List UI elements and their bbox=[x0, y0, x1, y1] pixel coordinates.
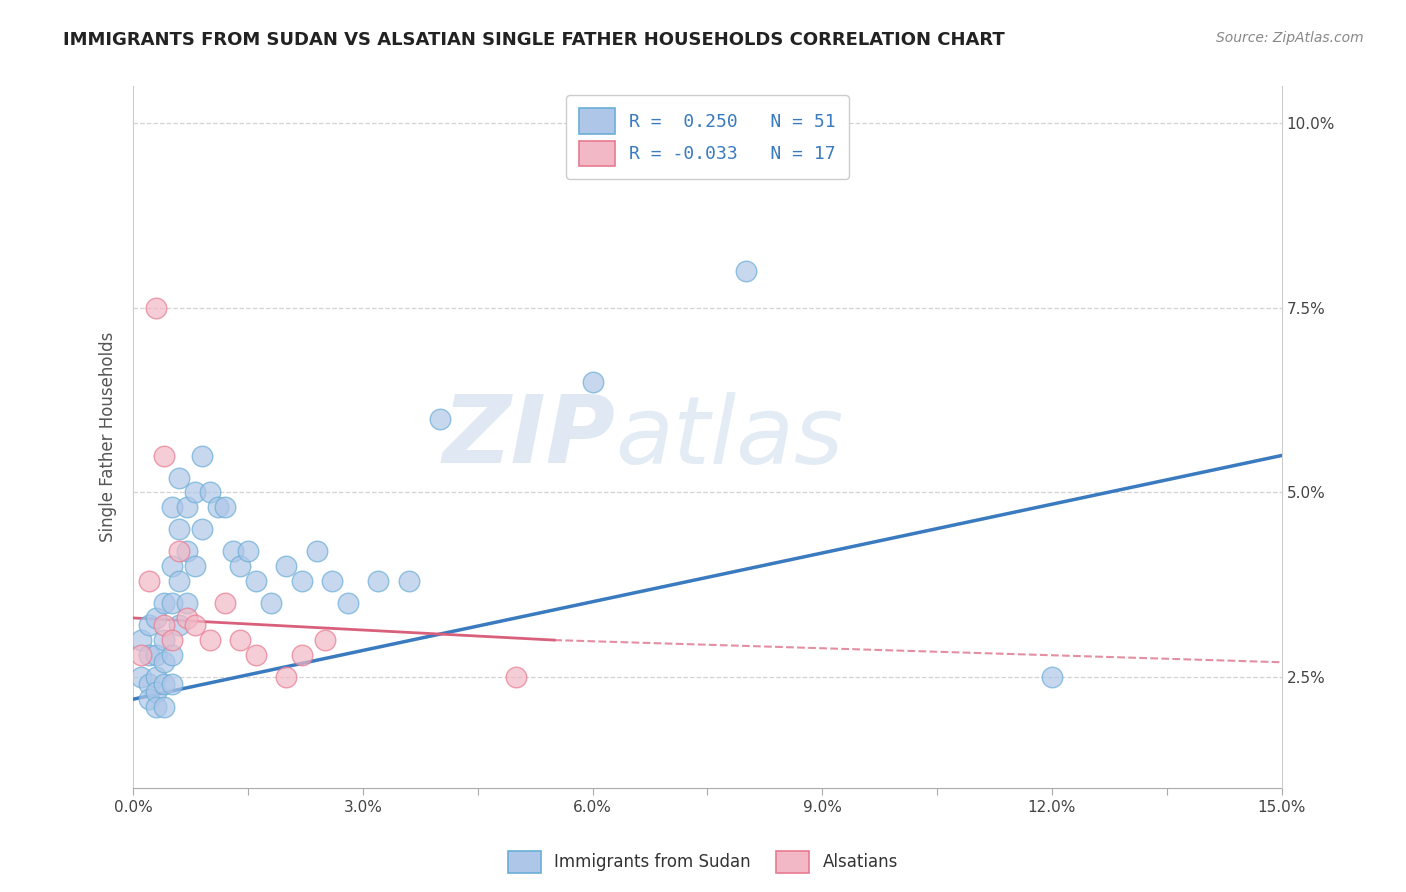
Point bbox=[314, 633, 336, 648]
Point bbox=[198, 485, 221, 500]
Point bbox=[138, 574, 160, 588]
Legend: Immigrants from Sudan, Alsatians: Immigrants from Sudan, Alsatians bbox=[501, 845, 905, 880]
Point bbox=[153, 618, 176, 632]
Point bbox=[160, 596, 183, 610]
Point bbox=[176, 611, 198, 625]
Point bbox=[160, 648, 183, 662]
Point bbox=[129, 633, 152, 648]
Point bbox=[176, 544, 198, 558]
Text: Source: ZipAtlas.com: Source: ZipAtlas.com bbox=[1216, 31, 1364, 45]
Text: ZIP: ZIP bbox=[443, 391, 616, 483]
Point bbox=[191, 522, 214, 536]
Text: IMMIGRANTS FROM SUDAN VS ALSATIAN SINGLE FATHER HOUSEHOLDS CORRELATION CHART: IMMIGRANTS FROM SUDAN VS ALSATIAN SINGLE… bbox=[63, 31, 1005, 49]
Point bbox=[176, 500, 198, 515]
Point bbox=[429, 411, 451, 425]
Point bbox=[214, 500, 236, 515]
Point bbox=[305, 544, 328, 558]
Point bbox=[191, 449, 214, 463]
Point bbox=[183, 559, 205, 574]
Point bbox=[160, 677, 183, 691]
Point bbox=[183, 618, 205, 632]
Point bbox=[1040, 670, 1063, 684]
Point bbox=[138, 648, 160, 662]
Point bbox=[167, 618, 190, 632]
Point bbox=[129, 670, 152, 684]
Point bbox=[321, 574, 343, 588]
Point bbox=[505, 670, 527, 684]
Point bbox=[229, 559, 252, 574]
Point bbox=[153, 677, 176, 691]
Point bbox=[138, 677, 160, 691]
Point bbox=[129, 648, 152, 662]
Point bbox=[581, 375, 603, 389]
Point bbox=[222, 544, 245, 558]
Point bbox=[167, 574, 190, 588]
Point bbox=[167, 470, 190, 484]
Point bbox=[276, 670, 298, 684]
Point bbox=[245, 574, 267, 588]
Point bbox=[229, 633, 252, 648]
Point bbox=[291, 648, 314, 662]
Point bbox=[153, 449, 176, 463]
Legend: R =  0.250   N = 51, R = -0.033   N = 17: R = 0.250 N = 51, R = -0.033 N = 17 bbox=[567, 95, 849, 179]
Y-axis label: Single Father Households: Single Father Households bbox=[100, 332, 117, 542]
Point bbox=[236, 544, 259, 558]
Point bbox=[207, 500, 229, 515]
Point bbox=[214, 596, 236, 610]
Point bbox=[198, 633, 221, 648]
Point bbox=[160, 500, 183, 515]
Point bbox=[167, 522, 190, 536]
Point bbox=[160, 559, 183, 574]
Point bbox=[367, 574, 389, 588]
Point bbox=[153, 655, 176, 669]
Point bbox=[138, 618, 160, 632]
Point bbox=[145, 648, 167, 662]
Point bbox=[145, 699, 167, 714]
Point bbox=[245, 648, 267, 662]
Point bbox=[176, 596, 198, 610]
Point bbox=[145, 611, 167, 625]
Point bbox=[160, 633, 183, 648]
Point bbox=[183, 485, 205, 500]
Text: atlas: atlas bbox=[616, 392, 844, 483]
Point bbox=[153, 699, 176, 714]
Point bbox=[291, 574, 314, 588]
Point bbox=[145, 670, 167, 684]
Point bbox=[260, 596, 283, 610]
Point bbox=[336, 596, 359, 610]
Point bbox=[145, 685, 167, 699]
Point bbox=[138, 692, 160, 706]
Point bbox=[145, 301, 167, 315]
Point bbox=[398, 574, 420, 588]
Point bbox=[167, 544, 190, 558]
Point bbox=[153, 596, 176, 610]
Point bbox=[734, 264, 756, 278]
Point bbox=[276, 559, 298, 574]
Point bbox=[153, 633, 176, 648]
